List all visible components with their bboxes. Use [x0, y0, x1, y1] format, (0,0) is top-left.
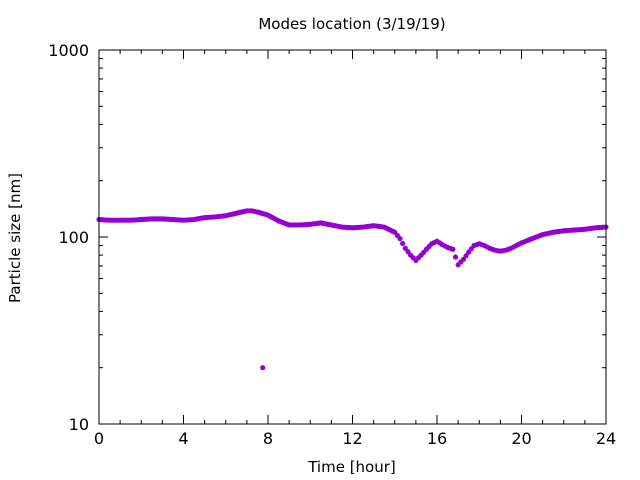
y-axis-label: Particle size [nm] — [6, 173, 24, 303]
data-point — [260, 365, 266, 371]
y-tick-label: 1000 — [48, 41, 89, 60]
x-axis-label: Time [hour] — [307, 458, 396, 476]
data-point — [460, 256, 467, 262]
x-tick-label: 20 — [511, 429, 531, 448]
data-point — [463, 253, 469, 259]
x-tick-label: 24 — [596, 429, 616, 448]
x-tick-label: 8 — [263, 429, 273, 448]
plot-frame — [98, 49, 607, 425]
y-tick-label: 10 — [69, 415, 89, 434]
x-tick-label: 12 — [342, 429, 362, 448]
axis-ticks: 0 4 8 12 16 20 24 10 100 1000 — [48, 41, 616, 448]
data-points — [96, 208, 609, 371]
chart-title: Modes location (3/19/19) — [258, 15, 445, 33]
x-tick-label: 16 — [427, 429, 447, 448]
x-tick-label: 0 — [94, 429, 104, 448]
data-point — [452, 254, 459, 260]
data-point — [397, 236, 403, 242]
x-tick-label: 4 — [178, 429, 188, 448]
y-tick-label: 100 — [58, 228, 89, 247]
data-point — [400, 240, 406, 247]
data-point — [450, 246, 456, 252]
